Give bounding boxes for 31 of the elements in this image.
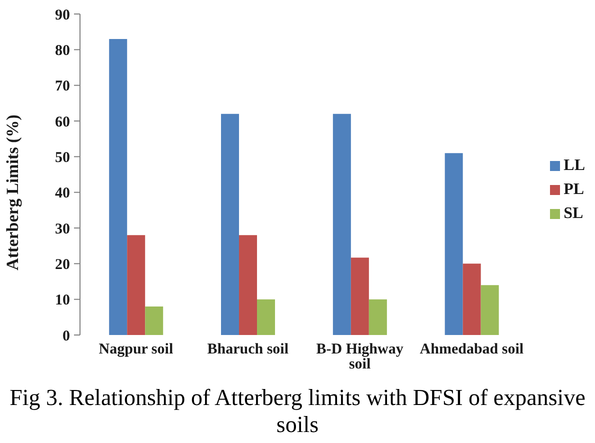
x-tick-label: Ahmedabad soil — [420, 342, 524, 358]
y-tick-label: 30 — [55, 221, 70, 238]
legend-label: LL — [564, 157, 585, 174]
legend-label: PL — [564, 181, 584, 198]
bar — [462, 264, 481, 335]
y-tick-label: 20 — [55, 256, 70, 273]
bar — [109, 38, 128, 335]
y-tick-label: 0 — [62, 328, 70, 344]
x-tick-label: B-D Highway soil — [316, 342, 404, 373]
bar — [444, 153, 463, 335]
bar — [145, 306, 164, 335]
x-tick-label: Bharuch soil — [207, 342, 289, 358]
y-tick-label: 70 — [55, 78, 70, 95]
y-axis-title: Atterberg Limits (%) — [3, 114, 22, 270]
bar — [221, 114, 240, 335]
bar — [257, 299, 276, 335]
caption: Fig 3. Relationship of Atterberg limits with DFSI of expansive soils — [8, 384, 586, 438]
bar — [332, 114, 351, 335]
bar — [350, 258, 369, 335]
bar — [480, 285, 499, 335]
y-tick-label: 40 — [55, 186, 70, 202]
bar — [368, 299, 387, 335]
bar — [239, 235, 258, 335]
legend-label: SL — [564, 205, 584, 222]
y-tick-label: 50 — [55, 150, 70, 166]
x-tick-label: Nagpur soil — [98, 342, 174, 358]
y-tick-label: 10 — [55, 292, 70, 309]
y-tick-label: 60 — [55, 114, 70, 130]
y-tick-label: 80 — [55, 42, 70, 59]
bar — [127, 235, 146, 335]
y-tick-label: 90 — [55, 7, 70, 24]
